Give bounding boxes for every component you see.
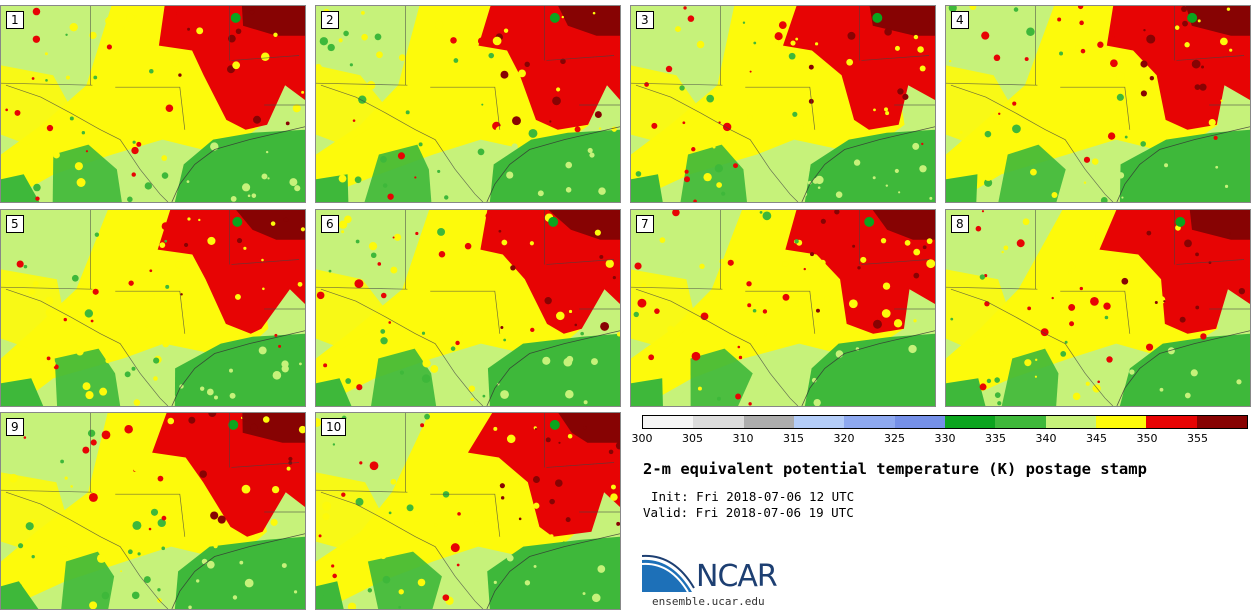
colorbar-swatch <box>1196 416 1247 428</box>
colorbar-tick-label: 305 <box>682 432 703 445</box>
init-time: Init: Fri 2018-07-06 12 UTC <box>651 489 855 504</box>
panel-number-label: 5 <box>6 215 24 233</box>
colorbar-tick-label: 325 <box>884 432 905 445</box>
map-panel-1: 1 <box>0 5 306 203</box>
colorbar-swatch <box>693 416 744 428</box>
panel-number-label: 3 <box>636 11 654 29</box>
colorbar-swatch <box>1045 416 1096 428</box>
colorbar-swatch <box>743 416 794 428</box>
ncar-logo-icon <box>642 554 695 593</box>
panel-number-label: 8 <box>951 215 969 233</box>
map-panel-9: 9 <box>0 412 306 610</box>
map-panel-7: 7 <box>630 209 936 407</box>
panel-number-label: 2 <box>321 11 339 29</box>
colorbar-tick-label: 350 <box>1136 432 1158 445</box>
colorbar-tick-label: 340 <box>1035 432 1057 445</box>
map-panel-4: 4 <box>945 5 1251 203</box>
colorbar-tick-label: 300 <box>631 432 653 445</box>
map-panel-10: 10 <box>315 412 621 610</box>
colorbar-tick-label: 335 <box>985 432 1006 445</box>
ncar-logo-text: NCAR <box>696 559 778 594</box>
colorbar-tick-label: 355 <box>1187 432 1208 445</box>
panel-number-label: 1 <box>6 11 24 29</box>
map-panel-8: 8 <box>945 209 1251 407</box>
map-panel-2: 2 <box>315 5 621 203</box>
colorbar-swatch <box>793 416 845 428</box>
panel-number-label: 6 <box>321 215 339 233</box>
colorbar-tick-label: 345 <box>1086 432 1107 445</box>
figure-title: 2-m equivalent potential temperature (K)… <box>643 460 1147 478</box>
colorbar-swatch <box>844 416 895 428</box>
panel-number-label: 9 <box>6 418 24 436</box>
colorbar-tick-label: 320 <box>833 432 855 445</box>
panel-number-label: 7 <box>636 215 654 233</box>
map-panel-5: 5 <box>0 209 306 407</box>
panel-number-label: 4 <box>951 11 969 29</box>
colorbar-swatch <box>894 416 945 428</box>
map-panel-3: 3 <box>630 5 936 203</box>
colorbar-swatch <box>1146 416 1197 428</box>
panel-number-label: 10 <box>321 418 347 436</box>
colorbar-tick-label: 310 <box>732 432 754 445</box>
colorbar-swatch <box>1095 416 1147 428</box>
map-panel-6: 6 <box>315 209 621 407</box>
colorbar-tick-label: 330 <box>934 432 956 445</box>
colorbar <box>642 415 1248 429</box>
website-url: ensemble.ucar.edu <box>652 595 765 608</box>
colorbar-swatch <box>944 416 996 428</box>
colorbar-tick-label: 315 <box>783 432 804 445</box>
colorbar-swatch <box>995 416 1046 428</box>
colorbar-swatch <box>643 416 694 428</box>
valid-time: Valid: Fri 2018-07-06 19 UTC <box>643 505 854 520</box>
